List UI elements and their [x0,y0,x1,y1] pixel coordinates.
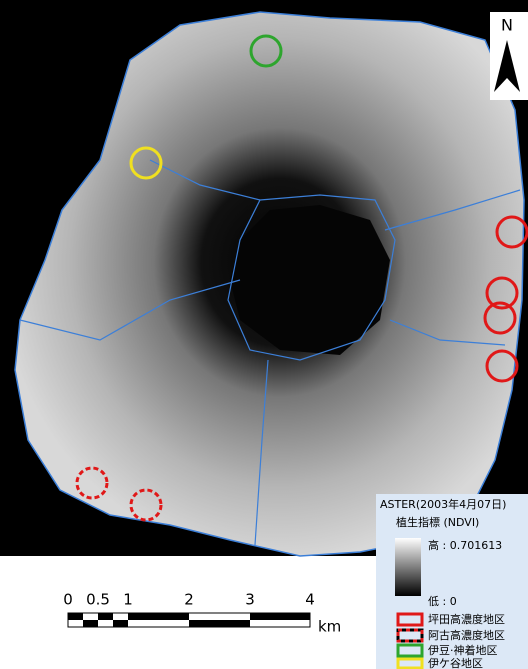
legend-item: 阿古高濃度地区 [428,628,505,642]
legend-low: 低 : 0 [428,595,457,608]
scale-unit: km [318,618,341,636]
legend-item: 坪田高濃度地区 [428,612,505,626]
legend-item: 伊豆·神着地区 [428,643,498,657]
scale-bar [68,613,310,627]
legend-title: 植生指標 (NDVI) [396,515,479,529]
scale-label: 0 [63,591,73,609]
scale-label: 2 [184,591,194,609]
scale-label: 0.5 [86,591,110,609]
ndvi-ramp [395,538,421,596]
legend-item: 伊ケ谷地区 [428,657,483,669]
north-label: N [501,16,513,35]
scale-label: 1 [123,591,133,609]
legend-source: ASTER(2003年4月07日) [380,497,506,511]
legend-high: 高 : 0.701613 [428,538,502,552]
scale-label: 3 [245,591,255,609]
map-figure: N 0 0.5 1 2 3 4 km ASTER(2003年4月07日) 植生指… [0,0,528,669]
scale-label: 4 [305,591,315,609]
